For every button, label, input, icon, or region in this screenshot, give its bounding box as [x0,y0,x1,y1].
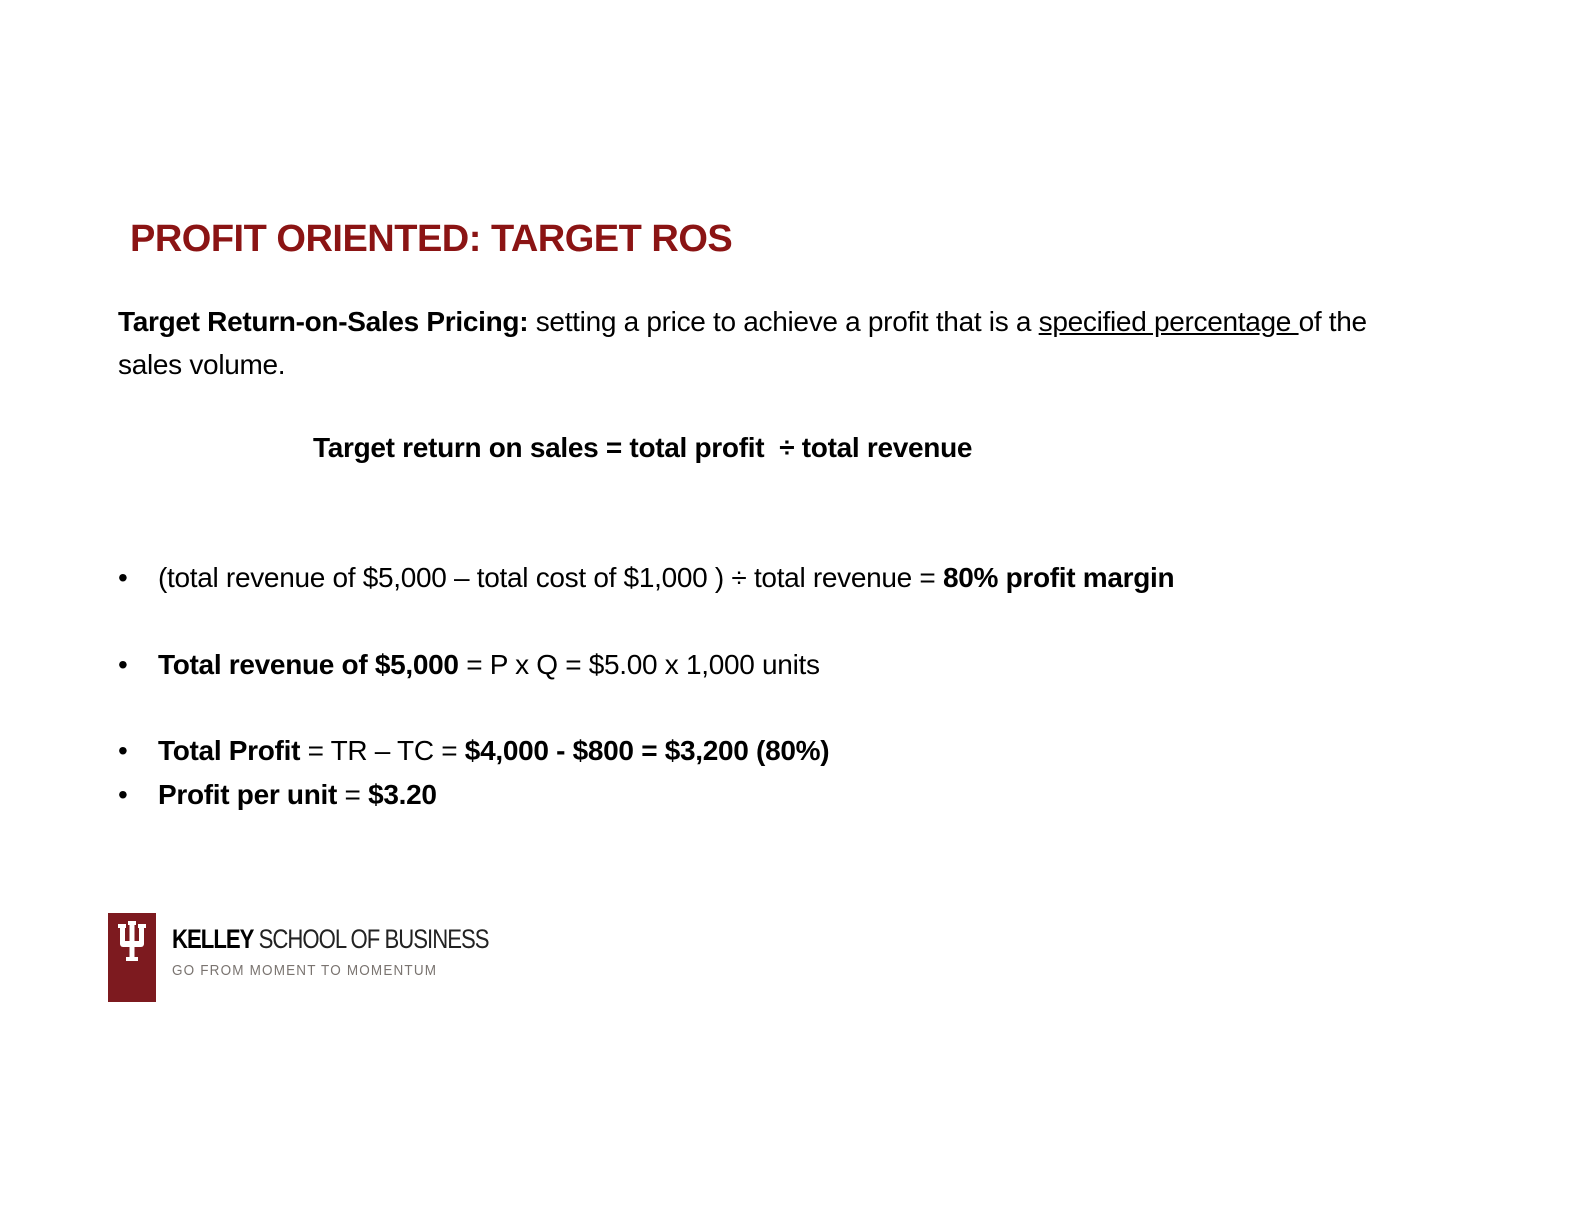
bullet-item: • Total revenue of $5,000 = P x Q = $5.00… [118,649,820,681]
formula-left: Target return on sales = total profit [313,432,765,463]
bullet-bold: 80% profit margin [942,562,1175,593]
bullet-icon: • [118,649,128,680]
logo-name: KELLEY SCHOOL OF BUSINESS [172,924,490,955]
trident-icon [118,921,146,961]
divide-icon: ÷ [779,432,795,463]
definition-paragraph: Target Return-on-Sales Pricing: setting … [118,300,1378,386]
bullet-item: • (total revenue of $5,000 – total cost o… [118,562,1175,594]
logo-name-bold: KELLEY [172,924,254,954]
logo-trident-block [108,913,156,1002]
definition-underlined: specified percentage [1038,306,1299,337]
definition-text: setting a price to achieve a profit that… [528,306,1039,337]
bullet-text: total revenue = [746,562,943,593]
formula-right: total revenue [801,432,973,463]
bullet-bold: $3.20 [368,779,437,810]
bullet-bold: $4,000 - $800 = $3,200 (80%) [464,735,830,766]
logo-tagline: GO FROM MOMENT TO MOMENTUM [172,962,438,979]
bullet-icon: • [118,735,128,766]
bullet-item: • Profit per unit = $3.20 [118,779,437,811]
bullet-bold: Profit per unit [158,779,338,810]
bullet-bold: Total Profit [158,735,301,766]
page-title: PROFIT ORIENTED: TARGET ROS [130,218,733,260]
divide-icon: ÷ [731,562,747,593]
definition-term: Target Return-on-Sales Pricing: [118,306,529,337]
bullet-icon: • [118,779,128,810]
formula: Target return on sales = total profit ÷ … [313,432,972,464]
bullet-item: • Total Profit = TR – TC = $4,000 - $800 … [118,735,830,767]
logo-name-rest: SCHOOL OF BUSINESS [253,924,490,954]
bullet-text: (total revenue of $5,000 – total cost of… [158,562,732,593]
bullet-text: = TR – TC = [300,735,465,766]
definition-text-end: of the sales volume. [118,306,1367,380]
bullet-bold: Total revenue of $5,000 [158,649,459,680]
bullet-text: = P x Q = $5.00 x 1,000 units [458,649,820,680]
bullet-text: = [337,779,369,810]
bullet-icon: • [118,562,128,593]
